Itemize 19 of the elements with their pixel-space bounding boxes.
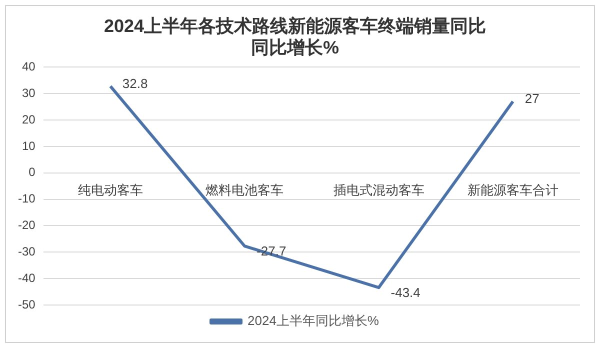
data-label: 32.8 <box>122 76 148 91</box>
y-tick-label: 20 <box>22 112 36 126</box>
chart-title: 2024上半年各技术路线新能源客车终端销量同比同比增长% <box>104 16 486 58</box>
x-tick-label: 插电式混动客车 <box>333 182 424 198</box>
y-tick-label: -50 <box>18 297 36 312</box>
legend-label: 2024上半年同比增长% <box>248 313 380 328</box>
y-tick-label: -20 <box>18 218 36 232</box>
y-tick-label: -10 <box>18 192 36 206</box>
x-tick-label: 燃料电池客车 <box>206 182 284 198</box>
y-tick-label: -40 <box>18 270 36 285</box>
data-label: -43.4 <box>390 285 420 300</box>
data-label: 27 <box>524 91 540 106</box>
y-tick-label: 30 <box>22 86 36 100</box>
y-tick-label: 0 <box>28 165 36 180</box>
x-tick-label: 纯电动客车 <box>78 182 143 198</box>
y-tick-label: 40 <box>22 60 36 74</box>
x-tick-label: 新能源客车合计 <box>467 182 558 198</box>
y-tick-label: -30 <box>18 244 36 258</box>
y-tick-label: 10 <box>22 138 36 153</box>
